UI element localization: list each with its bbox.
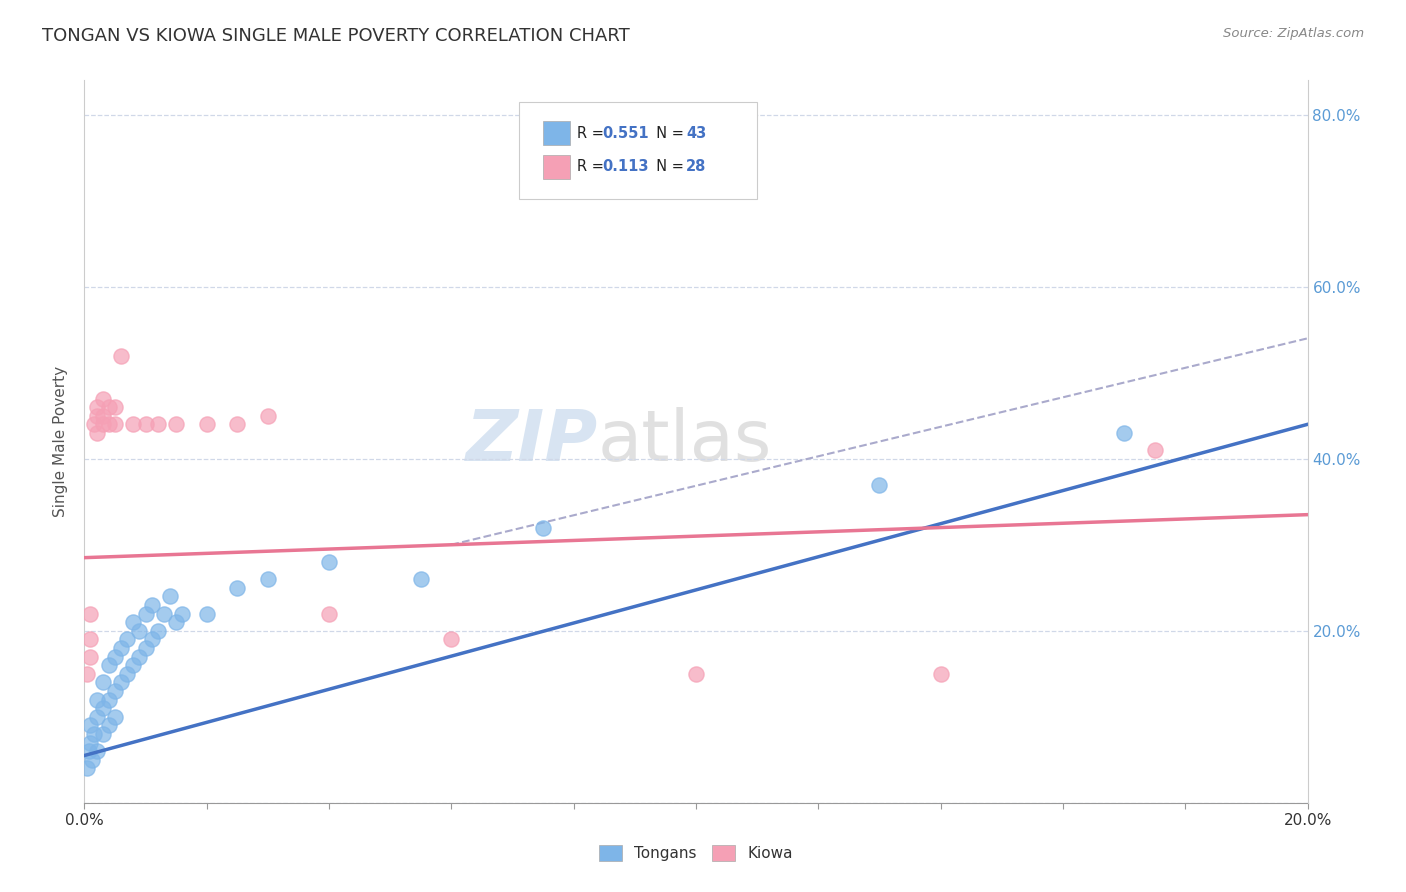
Y-axis label: Single Male Poverty: Single Male Poverty	[53, 366, 69, 517]
Point	[110, 675, 132, 690]
Point	[104, 400, 127, 414]
Point	[110, 349, 132, 363]
Point	[86, 400, 108, 414]
Point	[1114, 425, 1136, 440]
Point	[80, 753, 103, 767]
Point	[86, 425, 108, 440]
FancyBboxPatch shape	[519, 102, 758, 200]
Point	[91, 392, 114, 406]
Point	[257, 572, 280, 586]
Text: N =: N =	[647, 126, 689, 141]
Text: R =: R =	[578, 126, 609, 141]
Point	[165, 417, 187, 432]
Point	[110, 640, 132, 655]
Point	[685, 666, 707, 681]
Point	[77, 744, 100, 758]
Point	[91, 675, 114, 690]
Point	[79, 718, 101, 732]
Point	[79, 607, 101, 621]
Point	[83, 417, 105, 432]
Text: N =: N =	[647, 160, 689, 175]
Point	[226, 581, 249, 595]
Point	[91, 417, 114, 432]
Point	[531, 520, 554, 534]
Point	[128, 624, 150, 638]
Point	[153, 607, 176, 621]
Text: 28: 28	[686, 160, 707, 175]
Point	[135, 607, 157, 621]
Point	[159, 590, 181, 604]
Point	[97, 658, 120, 673]
Point	[141, 598, 163, 612]
Point	[409, 572, 432, 586]
Point	[172, 607, 194, 621]
Point	[318, 555, 340, 569]
Text: 0.551: 0.551	[602, 126, 648, 141]
Point	[76, 666, 98, 681]
Point	[104, 710, 127, 724]
Point	[86, 744, 108, 758]
Point	[135, 640, 157, 655]
Point	[257, 409, 280, 423]
Point	[122, 615, 145, 630]
Point	[104, 417, 127, 432]
Point	[869, 477, 891, 491]
Point	[97, 692, 120, 706]
Text: ZIP: ZIP	[465, 407, 598, 476]
Point	[141, 632, 163, 647]
Point	[97, 400, 120, 414]
Point	[440, 632, 463, 647]
Point	[318, 607, 340, 621]
Point	[165, 615, 187, 630]
Point	[86, 710, 108, 724]
Point	[146, 417, 169, 432]
Text: TONGAN VS KIOWA SINGLE MALE POVERTY CORRELATION CHART: TONGAN VS KIOWA SINGLE MALE POVERTY CORR…	[42, 27, 630, 45]
Point	[226, 417, 249, 432]
Point	[122, 658, 145, 673]
Point	[86, 409, 108, 423]
Point	[1143, 443, 1166, 458]
Point	[97, 718, 120, 732]
Legend: Tongans, Kiowa: Tongans, Kiowa	[593, 839, 799, 867]
Point	[79, 735, 101, 749]
Point	[86, 692, 108, 706]
Point	[79, 649, 101, 664]
Text: 0.113: 0.113	[602, 160, 648, 175]
Point	[146, 624, 169, 638]
Point	[195, 417, 218, 432]
Point	[104, 649, 127, 664]
Text: Source: ZipAtlas.com: Source: ZipAtlas.com	[1223, 27, 1364, 40]
Text: 43: 43	[686, 126, 706, 141]
Point	[83, 727, 105, 741]
Point	[128, 649, 150, 664]
Point	[79, 632, 101, 647]
Point	[135, 417, 157, 432]
Point	[104, 684, 127, 698]
Point	[76, 761, 98, 775]
Point	[91, 727, 114, 741]
Point	[115, 666, 138, 681]
Text: atlas: atlas	[598, 407, 772, 476]
Point	[122, 417, 145, 432]
Point	[115, 632, 138, 647]
Point	[929, 666, 952, 681]
FancyBboxPatch shape	[543, 155, 569, 179]
Point	[91, 409, 114, 423]
Point	[195, 607, 218, 621]
Text: R =: R =	[578, 160, 609, 175]
FancyBboxPatch shape	[543, 121, 569, 145]
Point	[97, 417, 120, 432]
Point	[91, 701, 114, 715]
